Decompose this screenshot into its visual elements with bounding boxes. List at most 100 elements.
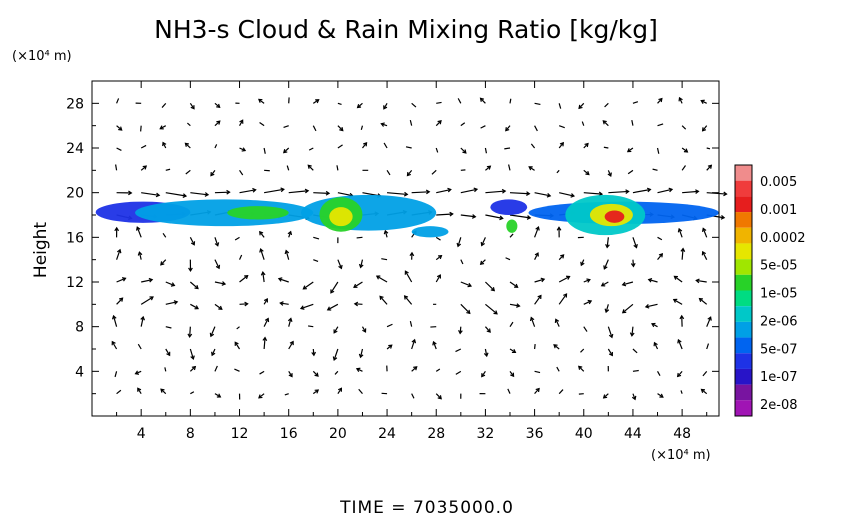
wind-vector-head <box>314 372 319 377</box>
mixing-ratio-shading <box>95 194 719 238</box>
wind-vector-head <box>490 287 496 292</box>
wind-vector <box>284 393 289 396</box>
wind-vector-head <box>447 187 452 193</box>
wind-vector-head <box>216 393 222 398</box>
wind-vector-head <box>603 265 608 270</box>
wind-vector <box>404 270 413 283</box>
wind-vector <box>411 339 416 350</box>
wind-vector <box>607 348 613 356</box>
wind-vector <box>460 214 476 218</box>
shaded-region <box>411 226 449 238</box>
wind-vector <box>702 251 708 260</box>
wind-vector-head <box>325 190 331 196</box>
wind-vector <box>435 236 441 241</box>
wind-vector-head <box>244 274 249 280</box>
wind-vector-head <box>287 230 293 236</box>
wind-vector-head <box>166 351 171 357</box>
wind-vector <box>262 272 265 283</box>
wind-vector-head <box>216 120 221 125</box>
wind-vector-head <box>314 389 320 394</box>
wind-vector <box>116 98 120 104</box>
wind-vector-head <box>263 298 268 303</box>
wind-vector-head <box>587 299 593 305</box>
wind-vector-head <box>302 285 307 290</box>
wind-vector <box>165 168 171 171</box>
wind-vector <box>556 366 560 372</box>
wind-vector <box>190 391 195 395</box>
wind-vector-head <box>673 275 678 280</box>
wind-vector <box>556 169 560 174</box>
wind-vector <box>645 303 658 308</box>
wind-vector <box>702 370 708 377</box>
colorbar-swatch <box>735 306 752 322</box>
wind-vector-head <box>216 103 221 109</box>
wind-vector <box>652 168 658 171</box>
x-axis-ticks: 4 8 12 16 20 24 28 32 36 40 44 48 <box>116 81 708 442</box>
wind-vector-head <box>646 187 652 193</box>
wind-vector <box>288 318 292 327</box>
wind-vector <box>116 389 122 395</box>
wind-vector <box>608 190 629 194</box>
wind-vector <box>481 237 486 246</box>
wind-vector <box>381 258 388 261</box>
wind-vector-head <box>118 126 123 131</box>
wind-vector-head <box>658 253 664 258</box>
wind-vector <box>141 192 160 196</box>
wind-vector <box>484 326 491 333</box>
wind-vector <box>631 326 634 336</box>
wind-vector <box>239 189 256 194</box>
wind-vector <box>583 326 588 332</box>
wind-vector-head <box>481 373 486 378</box>
wind-vector <box>283 125 289 128</box>
colorbar-swatch <box>735 274 752 291</box>
wind-vector <box>455 348 462 353</box>
wind-vector <box>280 302 289 305</box>
wind-vector <box>116 249 121 260</box>
wind-vector <box>680 390 683 394</box>
wind-vector <box>578 102 585 109</box>
wind-vector <box>606 237 609 248</box>
wind-vector <box>114 371 118 378</box>
wind-vector <box>234 236 240 241</box>
colorbar-swatch <box>735 400 752 416</box>
colorbar-swatch <box>735 290 752 307</box>
y-axis-unit: (×10⁴ m) <box>12 49 72 64</box>
wind-vector-head <box>209 332 215 338</box>
wind-vector-head <box>114 226 120 232</box>
wind-vector <box>657 188 673 194</box>
wind-vector-head <box>700 388 706 394</box>
wind-vector <box>360 125 364 131</box>
y-tick-label: 4 <box>75 364 84 380</box>
wind-vector <box>239 169 244 176</box>
wind-vector <box>509 321 514 327</box>
wind-vector <box>411 191 430 194</box>
wind-vector <box>312 125 317 132</box>
wind-vector <box>214 237 219 246</box>
wind-vector-head <box>516 303 521 308</box>
wind-vector-head <box>383 105 388 110</box>
wind-vector-head <box>449 211 454 217</box>
wind-vector-head <box>258 394 263 399</box>
x-tick-label: 8 <box>186 426 195 442</box>
wind-vector <box>353 281 363 288</box>
wind-vector <box>706 164 712 171</box>
wind-vector-head <box>128 190 133 196</box>
wind-vector-head <box>578 365 583 370</box>
wind-vector-head <box>456 242 462 248</box>
wind-vector <box>263 337 266 350</box>
wind-vector-head <box>188 267 193 272</box>
colorbar-swatch <box>735 353 752 369</box>
wind-vector-head <box>137 251 143 256</box>
wind-vector <box>333 348 339 361</box>
wind-vector <box>583 300 592 305</box>
wind-vector-head <box>510 372 515 378</box>
wind-vector-head <box>526 191 531 196</box>
wind-vector-head <box>479 97 485 102</box>
wind-vector-head <box>537 294 542 300</box>
wind-vector-head <box>458 329 463 335</box>
wind-vector <box>337 192 353 197</box>
wind-vector <box>140 316 144 327</box>
wind-vector-head <box>607 172 612 177</box>
wind-vector <box>460 122 466 127</box>
wind-vector <box>657 236 663 241</box>
